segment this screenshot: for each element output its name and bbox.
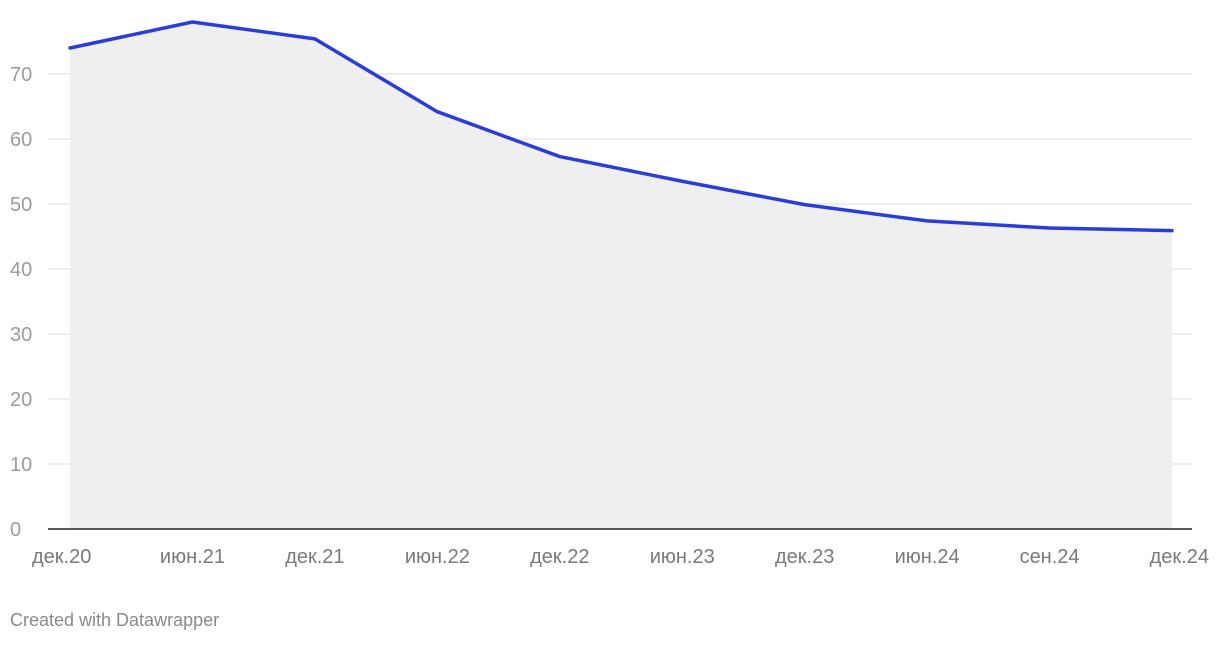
y-tick-label-70: 70 (10, 64, 32, 86)
chart-canvas: 0 10 20 30 40 50 60 70 дек.20 июн.21 дек.21 июн.22… (10, 20, 1209, 568)
y-tick-label-0: 0 (10, 519, 21, 541)
area-fill (70, 22, 1172, 529)
x-tick-label: июн.24 (895, 546, 960, 568)
y-tick-label-10: 10 (10, 454, 32, 476)
x-tick-label: дек.22 (530, 546, 589, 568)
y-tick-label-20: 20 (10, 389, 32, 411)
x-tick-label: сен.24 (1020, 546, 1080, 568)
y-tick-label-50: 50 (10, 194, 32, 216)
x-tick-label: июн.22 (405, 546, 470, 568)
x-tick-label: дек.21 (285, 546, 344, 568)
x-tick-label: дек.24 (1150, 546, 1209, 568)
footer-credit: Created with Datawrapper (10, 610, 220, 630)
series-line (68, 20, 1174, 233)
y-tick-label-40: 40 (10, 259, 32, 281)
y-tick-label-60: 60 (10, 129, 32, 151)
x-tick-label: дек.23 (775, 546, 834, 568)
x-tick-label: дек.20 (32, 546, 91, 568)
x-axis-ticks: дек.20 июн.21 дек.21 июн.22 дек.22 июн.23 дек.… (32, 546, 1209, 568)
y-tick-label-30: 30 (10, 324, 32, 346)
y-axis-ticks: 0 10 20 30 40 50 60 70 (10, 64, 32, 541)
x-tick-label: июн.23 (650, 546, 715, 568)
area-fill-layer (70, 22, 1172, 529)
series-line-layer (68, 20, 1174, 233)
x-tick-label: июн.21 (160, 546, 225, 568)
line-area-chart: 0 10 20 30 40 50 60 70 дек.20 июн.21 дек.21 июн.22… (10, 20, 1209, 568)
